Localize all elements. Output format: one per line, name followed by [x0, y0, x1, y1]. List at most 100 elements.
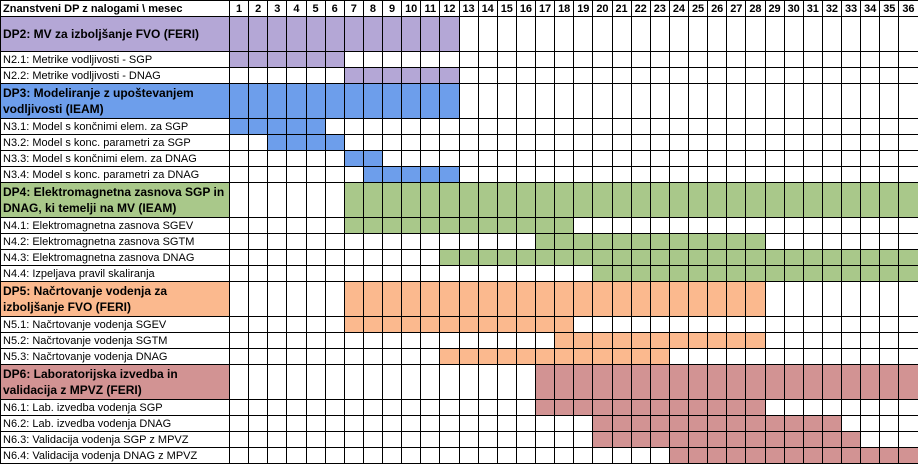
empty-cell — [344, 365, 363, 400]
empty-cell — [249, 400, 268, 416]
gantt-bar-cell — [383, 317, 402, 333]
gantt-bar-cell — [631, 432, 650, 448]
empty-cell — [325, 448, 344, 464]
empty-cell — [536, 448, 555, 464]
empty-cell — [402, 52, 421, 68]
empty-cell — [402, 151, 421, 167]
gantt-bar-cell — [612, 365, 631, 400]
empty-cell — [516, 432, 535, 448]
month-header: 3 — [268, 1, 287, 17]
gantt-bar-cell — [784, 432, 803, 448]
empty-cell — [899, 349, 918, 365]
gantt-bar-cell — [765, 250, 784, 266]
empty-cell — [746, 17, 765, 52]
empty-cell — [516, 52, 535, 68]
empty-cell — [765, 68, 784, 84]
gantt-bar-cell — [708, 183, 727, 218]
empty-cell — [440, 234, 459, 250]
gantt-bar-cell — [612, 432, 631, 448]
empty-cell — [574, 448, 593, 464]
empty-cell — [421, 266, 440, 282]
gantt-bar-cell — [325, 17, 344, 52]
gantt-bar-cell — [287, 84, 306, 119]
gantt-bar-cell — [708, 448, 727, 464]
empty-cell — [268, 68, 287, 84]
empty-cell — [689, 68, 708, 84]
empty-cell — [727, 218, 746, 234]
empty-cell — [631, 317, 650, 333]
empty-cell — [669, 317, 688, 333]
empty-cell — [631, 218, 650, 234]
empty-cell — [727, 52, 746, 68]
gantt-bar-cell — [899, 448, 918, 464]
empty-cell — [880, 400, 899, 416]
empty-cell — [746, 167, 765, 183]
empty-cell — [459, 234, 478, 250]
empty-cell — [478, 52, 497, 68]
empty-cell — [383, 266, 402, 282]
gantt-bar-cell — [727, 282, 746, 317]
gantt-bar-cell — [650, 266, 669, 282]
empty-cell — [536, 17, 555, 52]
empty-cell — [421, 52, 440, 68]
empty-cell — [249, 218, 268, 234]
empty-cell — [669, 151, 688, 167]
empty-cell — [459, 135, 478, 151]
gantt-bar-cell — [497, 282, 516, 317]
empty-cell — [899, 218, 918, 234]
empty-cell — [344, 448, 363, 464]
gantt-bar-cell — [440, 317, 459, 333]
empty-cell — [325, 119, 344, 135]
gantt-bar-cell — [421, 317, 440, 333]
empty-cell — [861, 68, 880, 84]
gantt-bar-cell — [593, 400, 612, 416]
gantt-bar-cell — [593, 282, 612, 317]
empty-cell — [842, 400, 861, 416]
empty-cell — [861, 349, 880, 365]
empty-cell — [497, 416, 516, 432]
empty-cell — [899, 416, 918, 432]
empty-cell — [574, 218, 593, 234]
empty-cell — [555, 17, 574, 52]
empty-cell — [803, 400, 822, 416]
gantt-bar-cell — [459, 317, 478, 333]
gantt-bar-cell — [268, 119, 287, 135]
gantt-bar-cell — [402, 167, 421, 183]
gantt-bar-cell — [440, 167, 459, 183]
gantt-bar-cell — [325, 52, 344, 68]
empty-cell — [593, 17, 612, 52]
gantt-bar-cell — [708, 333, 727, 349]
gantt-bar-cell — [669, 400, 688, 416]
empty-cell — [708, 84, 727, 119]
empty-cell — [784, 68, 803, 84]
empty-cell — [631, 135, 650, 151]
gantt-bar-cell — [746, 448, 765, 464]
gantt-bar-cell — [861, 250, 880, 266]
empty-cell — [287, 349, 306, 365]
empty-cell — [727, 317, 746, 333]
empty-cell — [363, 234, 382, 250]
gantt-bar-cell — [440, 68, 459, 84]
gantt-bar-cell — [669, 234, 688, 250]
empty-cell — [287, 416, 306, 432]
empty-cell — [842, 68, 861, 84]
empty-cell — [325, 349, 344, 365]
empty-cell — [689, 119, 708, 135]
empty-cell — [689, 135, 708, 151]
empty-cell — [593, 151, 612, 167]
empty-cell — [287, 250, 306, 266]
empty-cell — [536, 333, 555, 349]
empty-cell — [325, 151, 344, 167]
empty-cell — [727, 349, 746, 365]
empty-cell — [230, 317, 249, 333]
empty-cell — [880, 333, 899, 349]
gantt-bar-cell — [421, 167, 440, 183]
empty-cell — [555, 52, 574, 68]
empty-cell — [268, 365, 287, 400]
empty-cell — [497, 167, 516, 183]
empty-cell — [689, 349, 708, 365]
empty-cell — [268, 218, 287, 234]
gantt-bar-cell — [650, 416, 669, 432]
empty-cell — [363, 135, 382, 151]
gantt-bar-cell — [727, 250, 746, 266]
